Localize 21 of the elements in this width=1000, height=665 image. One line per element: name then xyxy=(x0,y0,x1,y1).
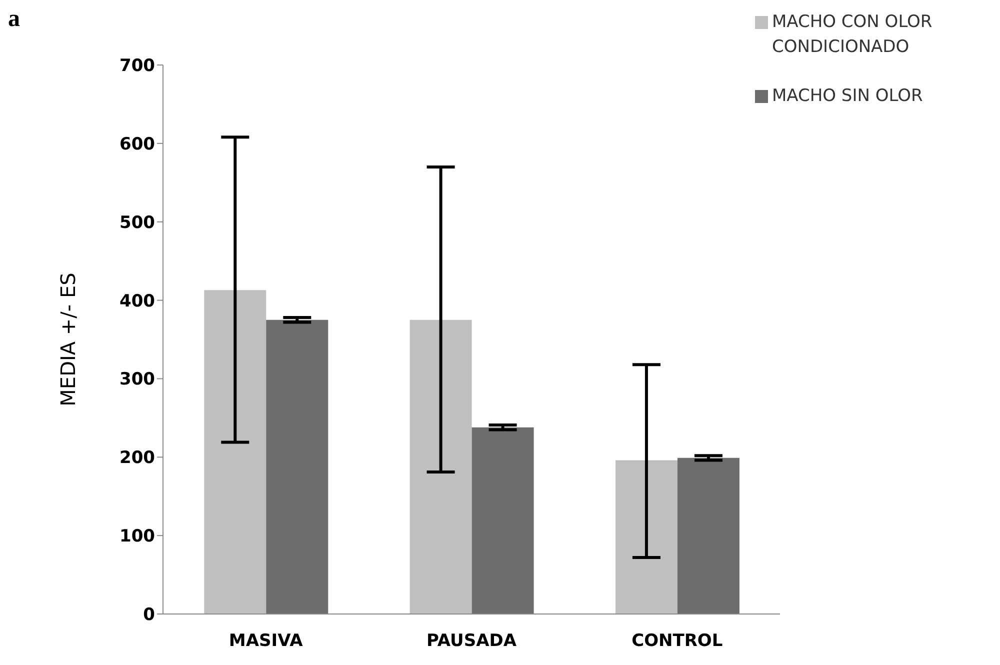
legend-label: MACHO SIN OLOR xyxy=(772,85,923,108)
x-tick-label: MASIVA xyxy=(228,631,304,652)
bar xyxy=(677,458,740,614)
text: a xyxy=(8,6,20,33)
bar xyxy=(615,460,678,614)
bar xyxy=(472,427,534,614)
bar xyxy=(410,320,472,614)
x-tick-label: CONTROL xyxy=(632,631,723,652)
y-tick-label: 600 xyxy=(120,134,156,154)
bar xyxy=(266,320,328,614)
y-tick-label: 0 xyxy=(143,605,156,626)
x-tick-label: PAUSADA xyxy=(426,631,518,652)
bar xyxy=(204,290,266,614)
y-tick-label: 400 xyxy=(120,291,156,312)
y-axis-title: MEDIA +/- ES xyxy=(56,272,80,406)
y-tick-label: 500 xyxy=(120,212,156,233)
y-tick-label: 200 xyxy=(120,448,156,468)
y-tick-label: 100 xyxy=(120,526,156,547)
legend-label: MACHO CON OLOR CONDICIONADO xyxy=(772,11,934,59)
y-tick-label: 300 xyxy=(120,370,156,390)
y-tick-label: 700 xyxy=(120,56,156,76)
